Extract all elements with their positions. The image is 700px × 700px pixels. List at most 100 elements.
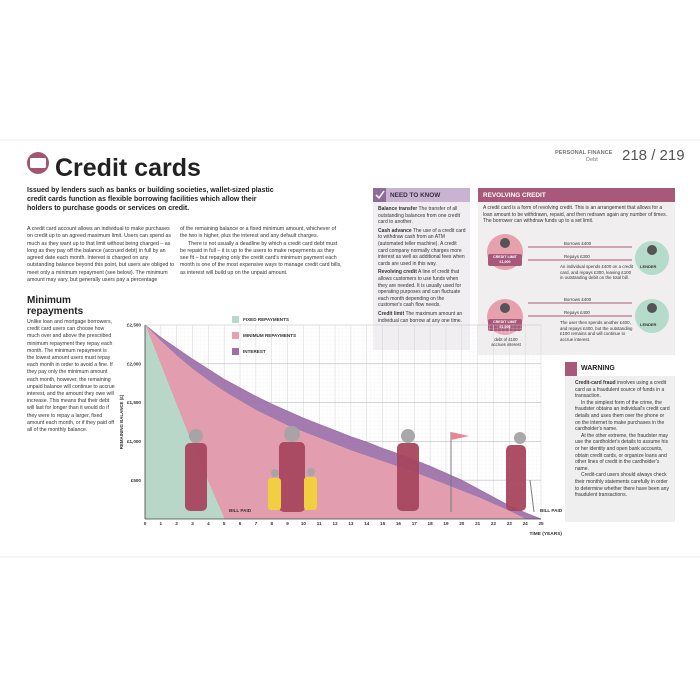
term: Balance transfer bbox=[378, 206, 418, 212]
x-tick-label: 16 bbox=[396, 521, 402, 526]
page-numbers: 218 / 219 bbox=[622, 147, 685, 164]
x-tick-label: 4 bbox=[207, 521, 210, 526]
x-tick-label: 14 bbox=[364, 521, 370, 526]
warning-header bbox=[565, 362, 675, 376]
box-title: NEED TO KNOW bbox=[390, 192, 441, 199]
intro: Issued by lenders such as banks or build… bbox=[27, 187, 274, 213]
glossary: Balance transfer The transfer of all out… bbox=[378, 206, 466, 324]
lender-head bbox=[647, 245, 657, 255]
area-fill bbox=[145, 325, 526, 519]
area-fill bbox=[145, 325, 225, 519]
borrower-head bbox=[500, 238, 510, 248]
x-tick-label: 19 bbox=[443, 521, 449, 526]
x-tick-label: 22 bbox=[491, 521, 497, 526]
term: Revolving credit bbox=[378, 269, 417, 276]
x-tick-label: 5 bbox=[223, 521, 226, 526]
legend-label: FIXED REPAYMENTS bbox=[243, 317, 289, 322]
flow-label: Repays £400 bbox=[564, 310, 590, 315]
lender-label: LENDER bbox=[640, 264, 657, 269]
glossary-item: Revolving credit A line of credit that a… bbox=[378, 269, 466, 309]
x-tick-label: 7 bbox=[255, 521, 258, 526]
paragraph: Credit-card fraud involves using a credi… bbox=[575, 380, 670, 400]
area-line bbox=[144, 324, 542, 520]
lender-icon bbox=[635, 241, 669, 275]
flow-note: The user then spends another £400, and r… bbox=[560, 320, 633, 342]
need-to-know-box bbox=[373, 188, 470, 350]
box-title: REVOLVING CREDIT bbox=[483, 192, 546, 199]
x-tick-label: 0 bbox=[144, 521, 147, 526]
area-line bbox=[144, 324, 526, 520]
body-column: of the remaining balance or a fixed mini… bbox=[180, 226, 344, 277]
warning-icon bbox=[565, 362, 577, 376]
need-to-know-header bbox=[373, 188, 470, 202]
x-tick-label: 25 bbox=[538, 521, 544, 526]
card-label: CREDIT LIMIT £1,000 bbox=[489, 320, 521, 330]
check-icon-bg bbox=[373, 188, 386, 202]
definition: The use of a credit card to withdraw cas… bbox=[378, 227, 466, 267]
x-tick-label: 15 bbox=[380, 521, 386, 526]
credit-card bbox=[488, 254, 522, 266]
legend-swatch bbox=[232, 332, 239, 339]
card-label: CREDIT LIMIT £1,000 bbox=[489, 255, 521, 265]
definition: The maximum amount an individual can bor… bbox=[378, 310, 463, 324]
annotation: BILL PAID bbox=[229, 508, 252, 513]
lender-icon bbox=[635, 299, 669, 333]
annotation: BILL PAID bbox=[540, 508, 563, 513]
x-tick-label: 17 bbox=[412, 521, 418, 526]
revolving-header bbox=[478, 188, 675, 202]
borrower-head bbox=[500, 303, 510, 313]
x-tick-label: 13 bbox=[348, 521, 354, 526]
flow-note: An individual spends £400 on a credit ca… bbox=[560, 264, 633, 281]
y-tick-label: £500 bbox=[131, 478, 142, 483]
text: involves using a credit card as a fraudu… bbox=[575, 380, 667, 400]
legend-swatch bbox=[232, 316, 239, 323]
x-tick-label: 23 bbox=[507, 521, 513, 526]
x-tick-label: 9 bbox=[286, 521, 289, 526]
paragraph: Credit-card users should always check th… bbox=[575, 472, 669, 499]
debt-note: debt of £100 accrues interest bbox=[491, 337, 521, 348]
page-title: Credit cards bbox=[55, 154, 201, 182]
area-line bbox=[144, 324, 225, 520]
warning-text: Credit-card fraud involves using a credi… bbox=[575, 380, 670, 499]
paragraph: There is not usually a deadline by which… bbox=[180, 240, 342, 276]
x-tick-label: 10 bbox=[301, 521, 307, 526]
glossary-item: Cash advance The use of a credit card to… bbox=[378, 228, 466, 268]
lead: Credit-card fraud bbox=[575, 380, 616, 386]
figures bbox=[185, 426, 535, 513]
limit-label: CREDIT LIMIT bbox=[493, 255, 517, 259]
legend-label: MINIMUM REPAYMENTS bbox=[243, 333, 296, 338]
box-text: A credit card is a form of revolving cre… bbox=[483, 205, 667, 225]
paragraph: At the other extreme, the fraudster may … bbox=[575, 432, 668, 472]
section-text: Unlike loan and mortgage borrowers, cred… bbox=[27, 319, 115, 434]
x-tick-label: 1 bbox=[160, 521, 163, 526]
legend-swatch bbox=[232, 348, 239, 355]
x-tick-label: 8 bbox=[270, 521, 273, 526]
term: Credit limit bbox=[378, 310, 405, 317]
x-tick-label: 24 bbox=[523, 521, 529, 526]
x-tick-label: 18 bbox=[428, 521, 434, 526]
y-tick-label: £2,500 bbox=[127, 323, 141, 328]
x-tick-label: 12 bbox=[333, 521, 339, 526]
box-title: WARNING bbox=[581, 365, 615, 372]
lender-label: LENDER bbox=[640, 322, 657, 327]
section-title: Minimum repayments bbox=[27, 295, 84, 317]
flow-label: Borrows £400 bbox=[564, 297, 592, 302]
lender-head bbox=[647, 303, 657, 313]
flow-label: Borrows £400 bbox=[564, 241, 592, 246]
flow-label: Repays £300 bbox=[564, 254, 590, 259]
glossary-item: Credit limit The maximum amount an indiv… bbox=[378, 311, 466, 324]
legend-label: INTEREST bbox=[243, 349, 266, 354]
paragraph: of the remaining balance or a fixed mini… bbox=[180, 226, 337, 240]
definition: A line of credit that allows customers t… bbox=[378, 269, 462, 309]
paragraph: In the simplest form of the crime, the f… bbox=[575, 399, 670, 433]
x-tick-label: 6 bbox=[239, 521, 242, 526]
limit-amount: £1,000 bbox=[499, 260, 511, 264]
body-column: A credit card account allows an individu… bbox=[27, 226, 177, 284]
x-axis-label: TIME (YEARS) bbox=[529, 531, 562, 537]
paragraph: A credit card account allows an individu… bbox=[27, 226, 175, 284]
section: PERSONAL FINANCE bbox=[555, 150, 613, 156]
definition: The transfer of all outstanding balances… bbox=[378, 206, 460, 226]
check-icon bbox=[375, 190, 385, 200]
y-tick-label: £2,000 bbox=[127, 361, 141, 366]
